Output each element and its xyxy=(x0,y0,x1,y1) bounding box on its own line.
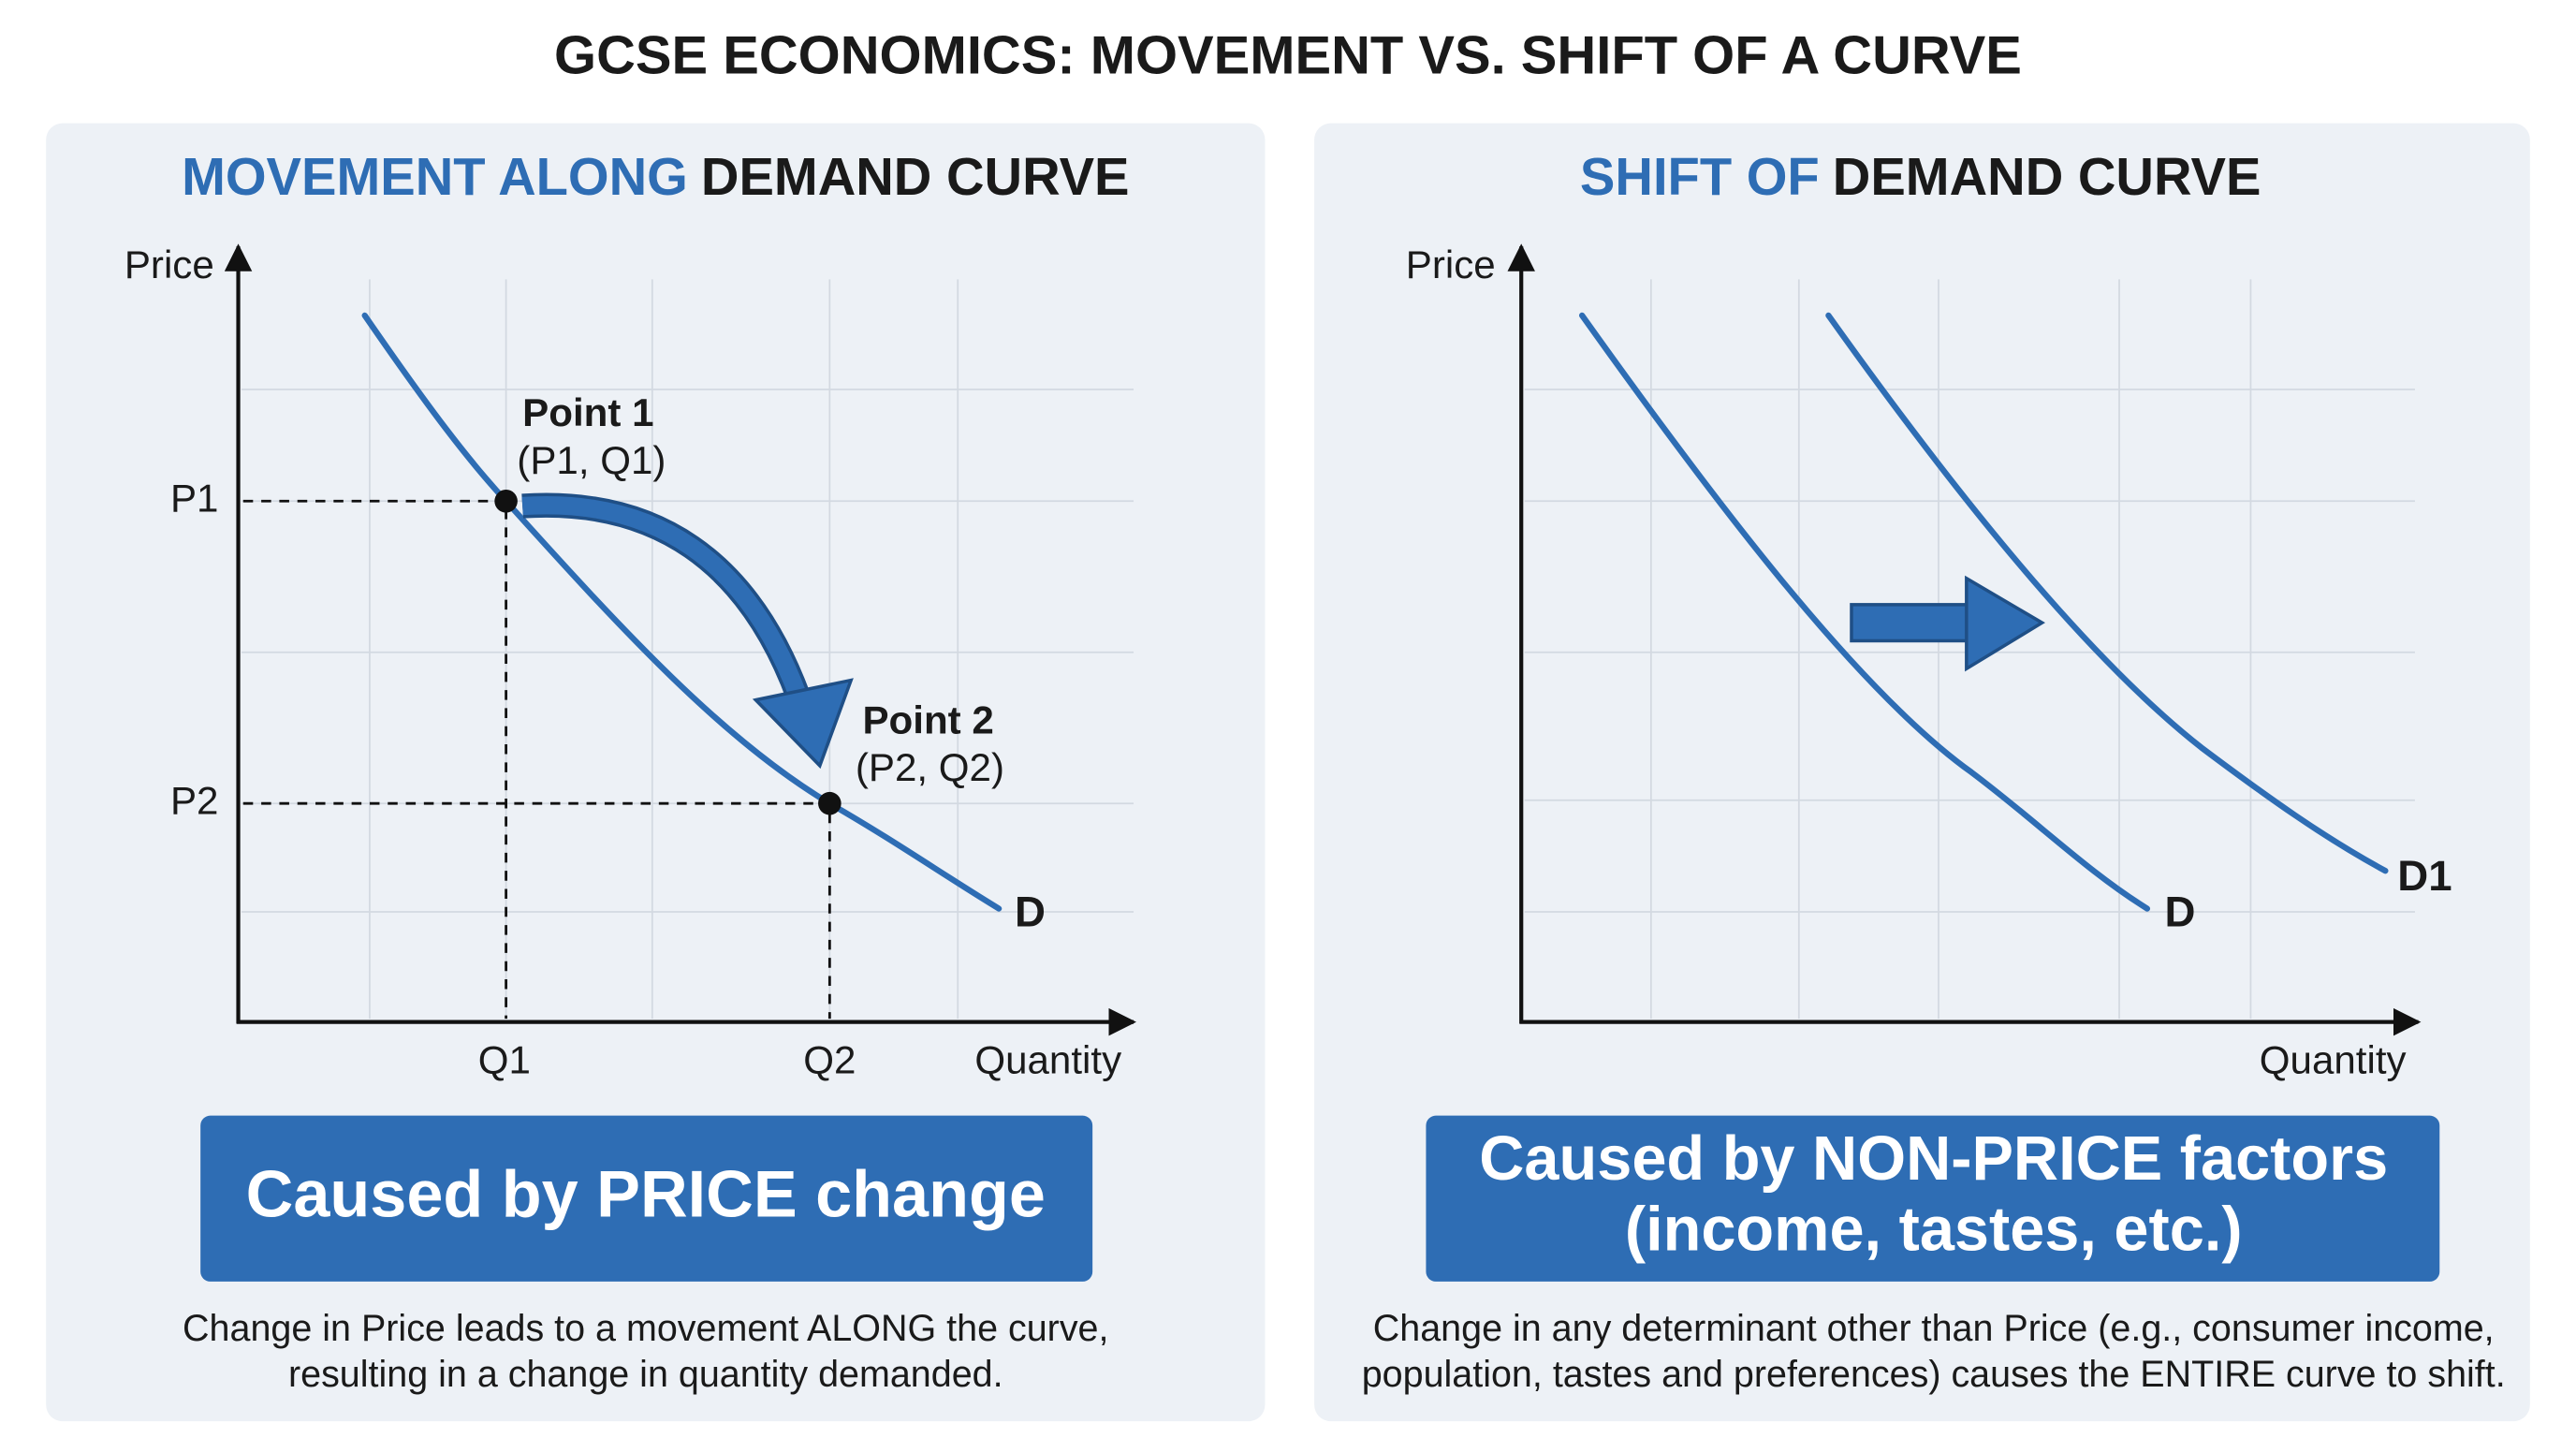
y-axis-label: Price xyxy=(1406,242,1496,286)
point-name: Point 1 xyxy=(522,390,653,434)
demand-curve xyxy=(1578,312,2151,912)
arrow-body xyxy=(521,496,808,700)
point-coords: (P1, Q1) xyxy=(517,438,666,482)
demand-curve xyxy=(361,312,1003,912)
description: population, tastes and preferences) caus… xyxy=(1362,1354,2506,1395)
panel-heading: MOVEMENT ALONG DEMAND CURVE xyxy=(182,147,1129,206)
y-axis-label: Price xyxy=(124,242,214,286)
arrow-head xyxy=(752,678,854,770)
description: resulting in a change in quantity demand… xyxy=(288,1354,1003,1395)
heading-rest: DEMAND CURVE xyxy=(1833,147,2261,206)
curve-label: D1 xyxy=(2397,852,2452,900)
quantity-label: Q1 xyxy=(478,1038,531,1082)
cause-text: Caused by PRICE change xyxy=(246,1157,1046,1231)
point-coords: (P2, Q2) xyxy=(856,745,1004,789)
panel-movement: MOVEMENT ALONG DEMAND CURVE Price Quantit… xyxy=(46,123,1266,1422)
description: Change in any determinant other than Pri… xyxy=(1373,1308,2495,1349)
cause-box xyxy=(1426,1115,2440,1282)
grid xyxy=(1524,279,2415,1020)
demand-curve-shifted xyxy=(1825,312,2389,874)
cause-text: Caused by NON-PRICE factors xyxy=(1479,1124,2388,1194)
cause-text: (income, tastes, etc.) xyxy=(1625,1196,2243,1265)
heading-rest: DEMAND CURVE xyxy=(701,147,1130,206)
price-label: P2 xyxy=(170,778,219,822)
curve-label: D xyxy=(2165,888,2196,936)
panel-background xyxy=(1314,123,2530,1422)
arrow-head xyxy=(1965,575,2045,672)
movement-arrow xyxy=(521,492,854,770)
quantity-label: Q2 xyxy=(803,1038,856,1082)
heading-highlight: SHIFT OF xyxy=(1580,147,1820,206)
shift-arrow xyxy=(1850,575,2045,672)
point-name: Point 2 xyxy=(862,697,993,741)
curve-label: D xyxy=(1015,888,1046,936)
heading-highlight: MOVEMENT ALONG xyxy=(182,147,688,206)
x-axis-label: Quantity xyxy=(2260,1038,2407,1082)
description: Change in Price leads to a movement ALON… xyxy=(183,1308,1108,1349)
page-title: GCSE ECONOMICS: MOVEMENT VS. SHIFT OF A … xyxy=(554,25,2022,85)
price-label: P1 xyxy=(170,476,219,520)
panel-background xyxy=(46,123,1266,1422)
point xyxy=(818,791,842,815)
point xyxy=(494,489,518,513)
x-axis-label: Quantity xyxy=(974,1038,1121,1082)
panel-shift: SHIFT OF DEMAND CURVE Price Quantity D D1… xyxy=(1314,123,2530,1422)
panel-heading: SHIFT OF DEMAND CURVE xyxy=(1580,147,2261,206)
cause-box xyxy=(200,1115,1093,1282)
arrow-body xyxy=(1850,603,1972,643)
